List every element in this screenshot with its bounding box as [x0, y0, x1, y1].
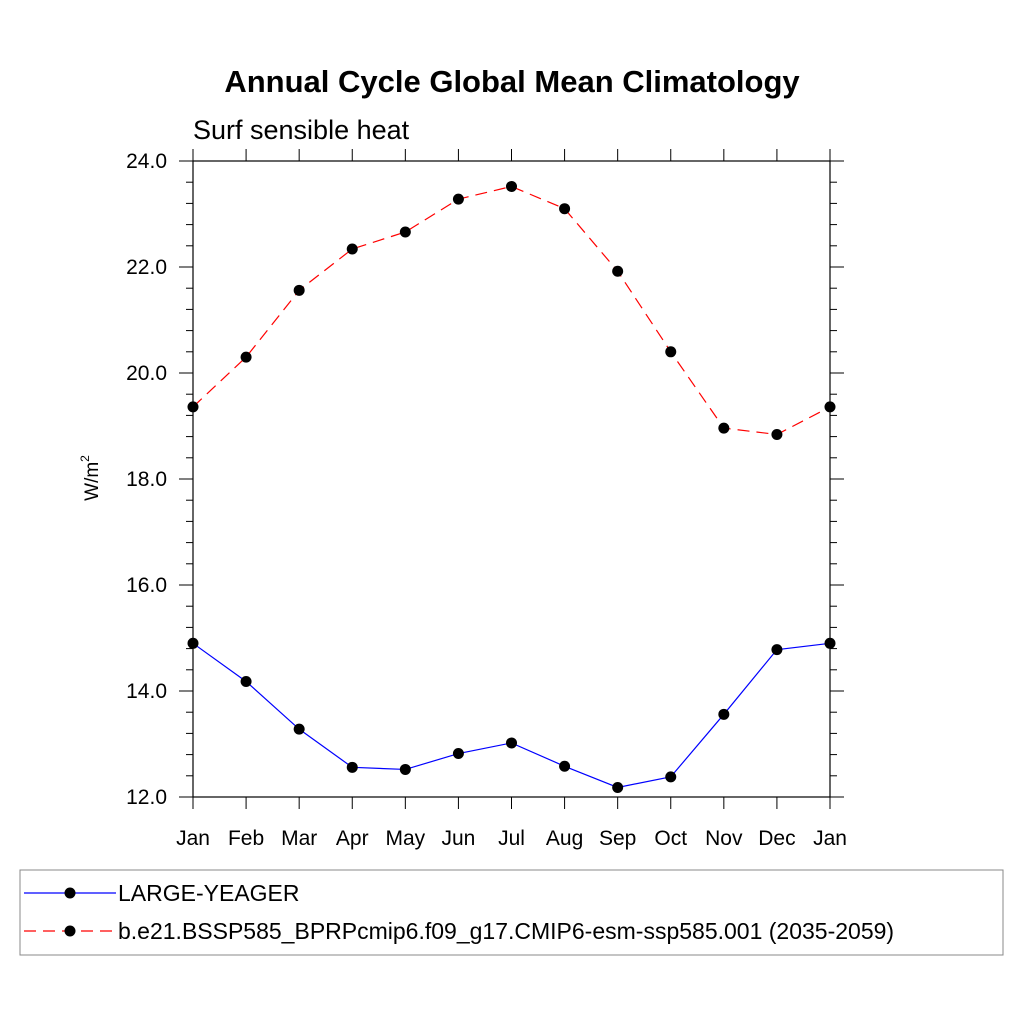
series-point: [452, 193, 464, 205]
legend-box: [19, 869, 1004, 956]
plot-axes: Jan Feb Mar Apr May Jun Jul Aug Sep Oct Nov Dec Jan 1…: [126, 149, 847, 850]
legend-label: LARGE-YEAGER: [118, 880, 300, 906]
series-point: [506, 180, 517, 192]
series-1: [187, 637, 836, 793]
x-tick-label: May: [385, 827, 425, 850]
x-tick-label: Nov: [705, 827, 743, 850]
series-point: [771, 428, 783, 440]
y-axis-label-sup: 2: [78, 455, 92, 462]
series-line: [192, 185, 831, 436]
series-point: [506, 737, 517, 749]
series-point: [293, 284, 305, 296]
x-tick-label: Dec: [758, 827, 795, 850]
series-point: [559, 203, 571, 215]
legend: LARGE-YEAGER b.e21.BSSP585_BPRPcmip6.f09_…: [19, 869, 1004, 956]
y-tick-label: 16.0: [126, 574, 167, 597]
series-point: [187, 401, 199, 413]
series-point: [399, 763, 411, 775]
series-point: [559, 760, 571, 772]
series-point: [240, 675, 252, 687]
x-tick-label: Jun: [441, 827, 475, 850]
chart-title: Annual Cycle Global Mean Climatology: [224, 64, 800, 99]
legend-item: b.e21.BSSP585_BPRPcmip6.f09_g17.CMIP6-es…: [24, 918, 894, 944]
series-point: [346, 243, 358, 255]
legend-label: b.e21.BSSP585_BPRPcmip6.f09_g17.CMIP6-es…: [118, 918, 894, 944]
series-point: [452, 748, 464, 760]
series-point: [399, 226, 411, 238]
x-tick-label: Sep: [599, 827, 636, 850]
series-point: [718, 708, 730, 720]
series-line: [192, 642, 831, 789]
series-point: [718, 422, 730, 434]
series-point: [824, 637, 836, 649]
y-tick-label: 24.0: [126, 150, 167, 173]
x-tick-label: Apr: [336, 827, 369, 850]
series-point: [824, 401, 836, 413]
x-tick-label: Jul: [498, 827, 525, 850]
series-2: [187, 180, 836, 440]
y-tick-label: 12.0: [126, 786, 167, 809]
y-tick-label: 14.0: [126, 680, 167, 703]
x-tick-label: Aug: [546, 827, 583, 850]
x-tick-label: Jan: [813, 827, 847, 850]
series-point: [240, 351, 252, 363]
series-point: [665, 771, 677, 783]
series-point: [665, 346, 677, 358]
chart-subtitle: Surf sensible heat: [193, 115, 410, 145]
y-axis-label-base: W/m: [82, 462, 103, 501]
x-tick-label: Mar: [281, 827, 317, 850]
series-point: [346, 761, 358, 773]
y-tick-label: 20.0: [126, 362, 167, 385]
series-layer: [187, 180, 836, 793]
legend-item: LARGE-YEAGER: [24, 880, 300, 906]
legend-marker: [64, 925, 76, 937]
series-point: [187, 637, 199, 649]
x-tick-label: Oct: [654, 827, 687, 850]
y-tick-label: 18.0: [126, 468, 167, 491]
series-point: [612, 781, 624, 793]
x-tick-label: Feb: [228, 827, 264, 850]
series-point: [293, 723, 305, 735]
legend-marker: [64, 887, 76, 899]
x-tick-label: Jan: [176, 827, 210, 850]
y-axis-label: W/m2: [78, 455, 103, 501]
y-tick-label: 22.0: [126, 256, 167, 279]
series-point: [771, 644, 783, 656]
series-point: [612, 265, 624, 277]
